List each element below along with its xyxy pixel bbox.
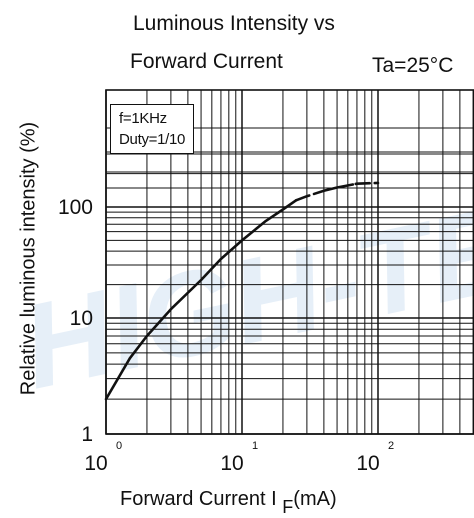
chart-title-line-2: Forward Current [130, 50, 283, 73]
x-tick-exponent: 0 [116, 440, 122, 452]
series-line-0-segment-b [294, 181, 380, 202]
x-axis-label-subscript: F [282, 497, 294, 517]
legend-frequency: f=1KHz [119, 110, 167, 127]
y-axis-label: Relative luminous intensity (%) [17, 121, 40, 396]
chart-title-line-1: Luminous Intensity vs [133, 12, 335, 35]
y-tick-label: 100 [58, 196, 93, 219]
series-line-0-segment-a [104, 199, 298, 401]
x-axis-label: Forward Current I F(mA) [120, 488, 337, 517]
y-tick-label: 10 [70, 307, 93, 330]
x-tick-label: 10 [220, 452, 243, 475]
series-lines [104, 181, 380, 401]
temperature-condition: Ta=25°C [372, 54, 454, 77]
x-axis-label-text: Forward Current I [120, 488, 277, 510]
test-condition-legend: f=1KHz Duty=1/10 [110, 104, 195, 154]
x-tick-exponent: 1 [252, 440, 258, 452]
x-axis-label-unit: (mA) [293, 488, 337, 510]
x-tick-label: 10 [356, 452, 379, 475]
y-tick-label: 1 [81, 423, 93, 446]
x-tick-exponent: 2 [388, 440, 394, 452]
x-tick-label: 10 [84, 452, 107, 475]
legend-duty: Duty=1/10 [119, 131, 186, 148]
